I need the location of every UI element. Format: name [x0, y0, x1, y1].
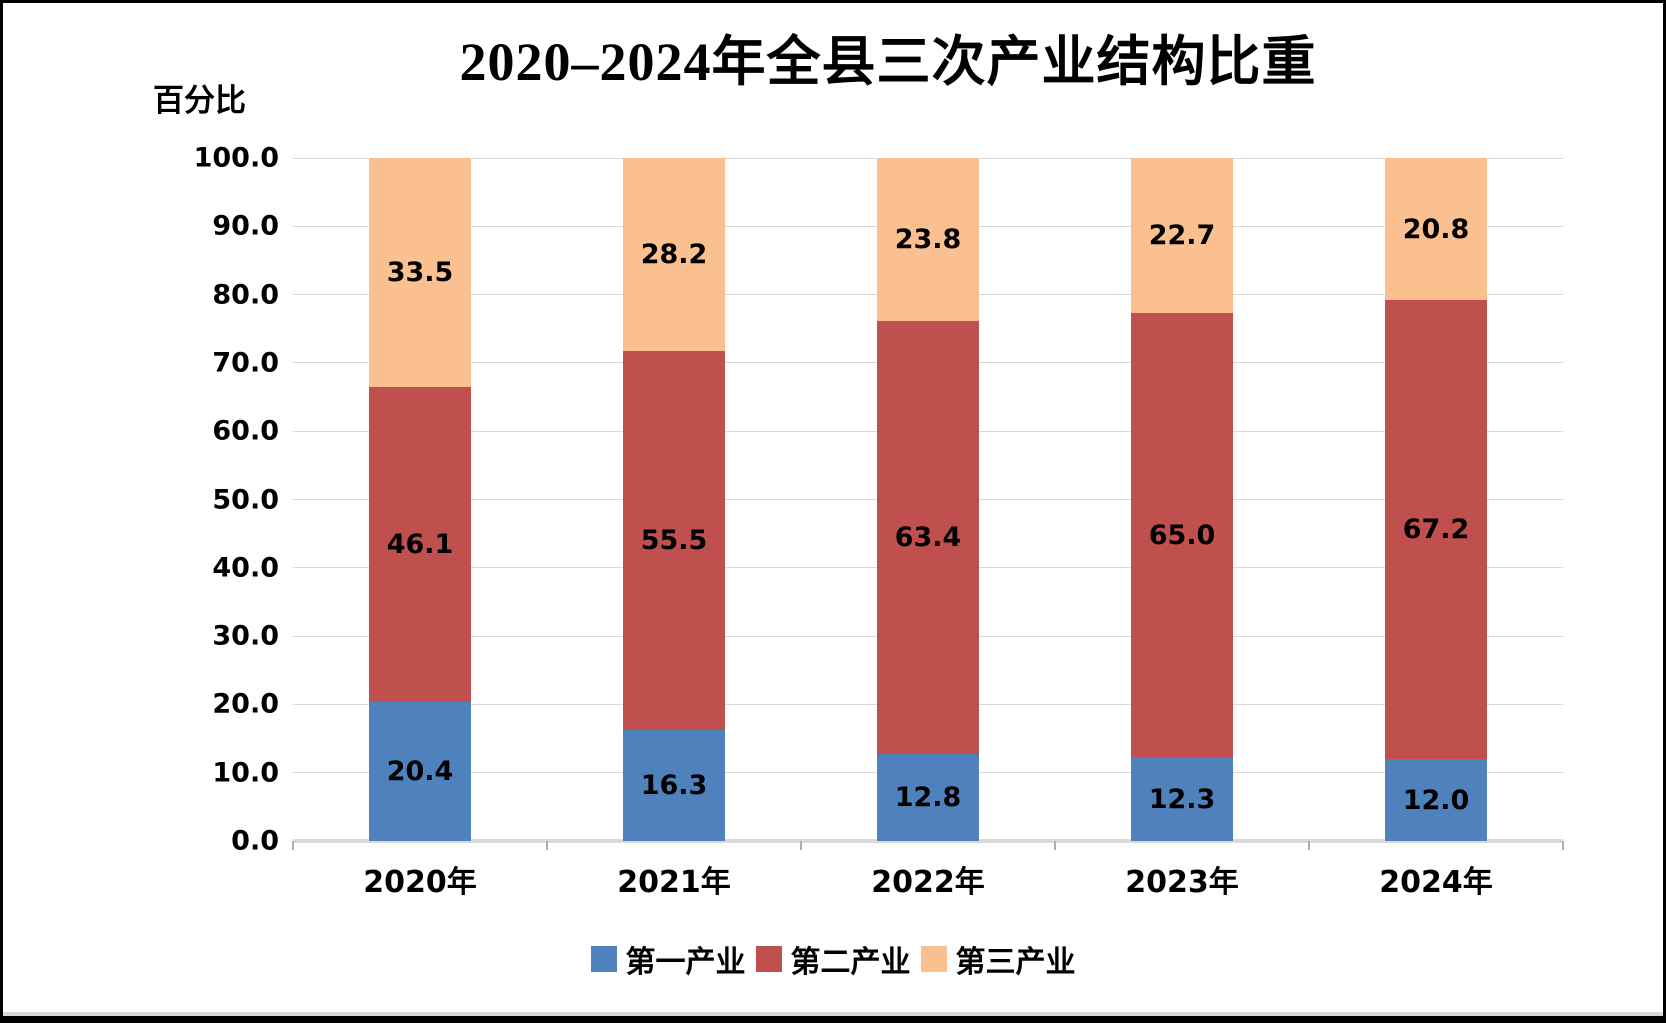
bar-segment-2021年-第二产业: 55.5 [623, 350, 725, 730]
bar-segment-2022年-第三产业: 23.8 [877, 158, 979, 321]
legend-label: 第一产业 [625, 945, 746, 980]
legend-label: 第三产业 [955, 945, 1076, 980]
y-tick-label: 10.0 [212, 757, 279, 789]
x-tick-label: 2024年 [1379, 865, 1493, 900]
chart-title: 2020–2024年全县三次产业结构比重 [459, 32, 1317, 92]
bar-value-label: 12.3 [1148, 783, 1216, 815]
x-axis-tick [1308, 841, 1310, 850]
bar-value-label: 33.5 [386, 256, 454, 288]
x-tick-label: 2021年 [617, 865, 731, 900]
y-tick-label: 70.0 [212, 347, 279, 379]
y-tick-label: 100.0 [193, 142, 279, 174]
y-axis-title: 百分比 [153, 83, 246, 119]
y-tick-label: 50.0 [212, 484, 279, 515]
bar-value-label: 12.8 [894, 781, 962, 813]
gridline-0.0 [293, 839, 1563, 843]
legend: 第一产业 第二产业 第三产业 [3, 937, 1663, 981]
gridline-100.0 [293, 157, 1563, 159]
y-tick-label: 60.0 [212, 415, 279, 447]
y-tick-label: 90.0 [212, 210, 279, 242]
legend-swatch-icon [755, 946, 782, 972]
x-axis-tick [546, 841, 548, 850]
bar-value-label: 22.7 [1148, 220, 1216, 252]
x-axis-tick [800, 841, 802, 850]
plot-area: 0.0 10.0 20.0 30.0 40.0 50.0 60.0 70.0 80.0 90.0 1… [194, 143, 1564, 900]
x-axis-tick [1562, 841, 1564, 850]
bar-segment-2023年-第三产业: 22.7 [1131, 158, 1233, 314]
bar-value-label: 46.1 [386, 528, 454, 560]
x-tick-label: 2023年 [1125, 865, 1239, 900]
bar-value-label: 65.0 [1148, 519, 1216, 551]
x-tick-label: 2022年 [871, 865, 985, 900]
bar-segment-2024年-第三产业: 20.8 [1385, 158, 1487, 301]
legend-item-第三产业: 第三产业 [920, 937, 1076, 981]
bar-value-label: 23.8 [894, 223, 962, 255]
bar-segment-2024年-第一产业: 12.0 [1385, 759, 1487, 841]
legend-swatch-icon [920, 946, 947, 972]
x-axis-tick [292, 841, 294, 850]
legend-swatch-icon [590, 946, 617, 972]
y-tick-label: 80.0 [212, 279, 279, 311]
y-tick-label: 0.0 [231, 825, 279, 857]
y-tick-label: 30.0 [212, 620, 279, 652]
bar-value-label: 20.4 [386, 755, 454, 787]
bar-value-label: 28.2 [640, 238, 708, 270]
legend-label: 第二产业 [790, 945, 911, 980]
bar-value-label: 67.2 [1402, 514, 1470, 546]
bar-segment-2020年-第一产业: 20.4 [369, 701, 471, 841]
x-axis-tick [1054, 841, 1056, 850]
bar-segment-2024年-第二产业: 67.2 [1385, 300, 1487, 760]
legend-item-第二产业: 第二产业 [755, 937, 911, 981]
bar-value-label: 12.0 [1402, 784, 1470, 816]
bar-segment-2023年-第二产业: 65.0 [1131, 313, 1233, 757]
y-tick-label: 20.0 [212, 688, 279, 720]
bar-segment-2022年-第二产业: 63.4 [877, 320, 979, 754]
bar-segment-2022年-第一产业: 12.8 [877, 753, 979, 841]
bar-segment-2021年-第三产业: 28.2 [623, 158, 725, 351]
bar-value-label: 63.4 [894, 521, 962, 553]
bar-segment-2021年-第一产业: 16.3 [623, 729, 725, 841]
x-tick-label: 2020年 [363, 865, 477, 900]
bar-value-label: 20.8 [1402, 213, 1470, 245]
y-tick-label: 40.0 [212, 552, 279, 584]
legend-item-第一产业: 第一产业 [590, 937, 746, 981]
bar-value-label: 55.5 [640, 524, 708, 556]
bar-segment-2023年-第一产业: 12.3 [1131, 757, 1233, 841]
bar-value-label: 16.3 [640, 769, 708, 801]
bar-segment-2020年-第二产业: 46.1 [369, 386, 471, 702]
bar-segment-2020年-第三产业: 33.5 [369, 158, 471, 387]
